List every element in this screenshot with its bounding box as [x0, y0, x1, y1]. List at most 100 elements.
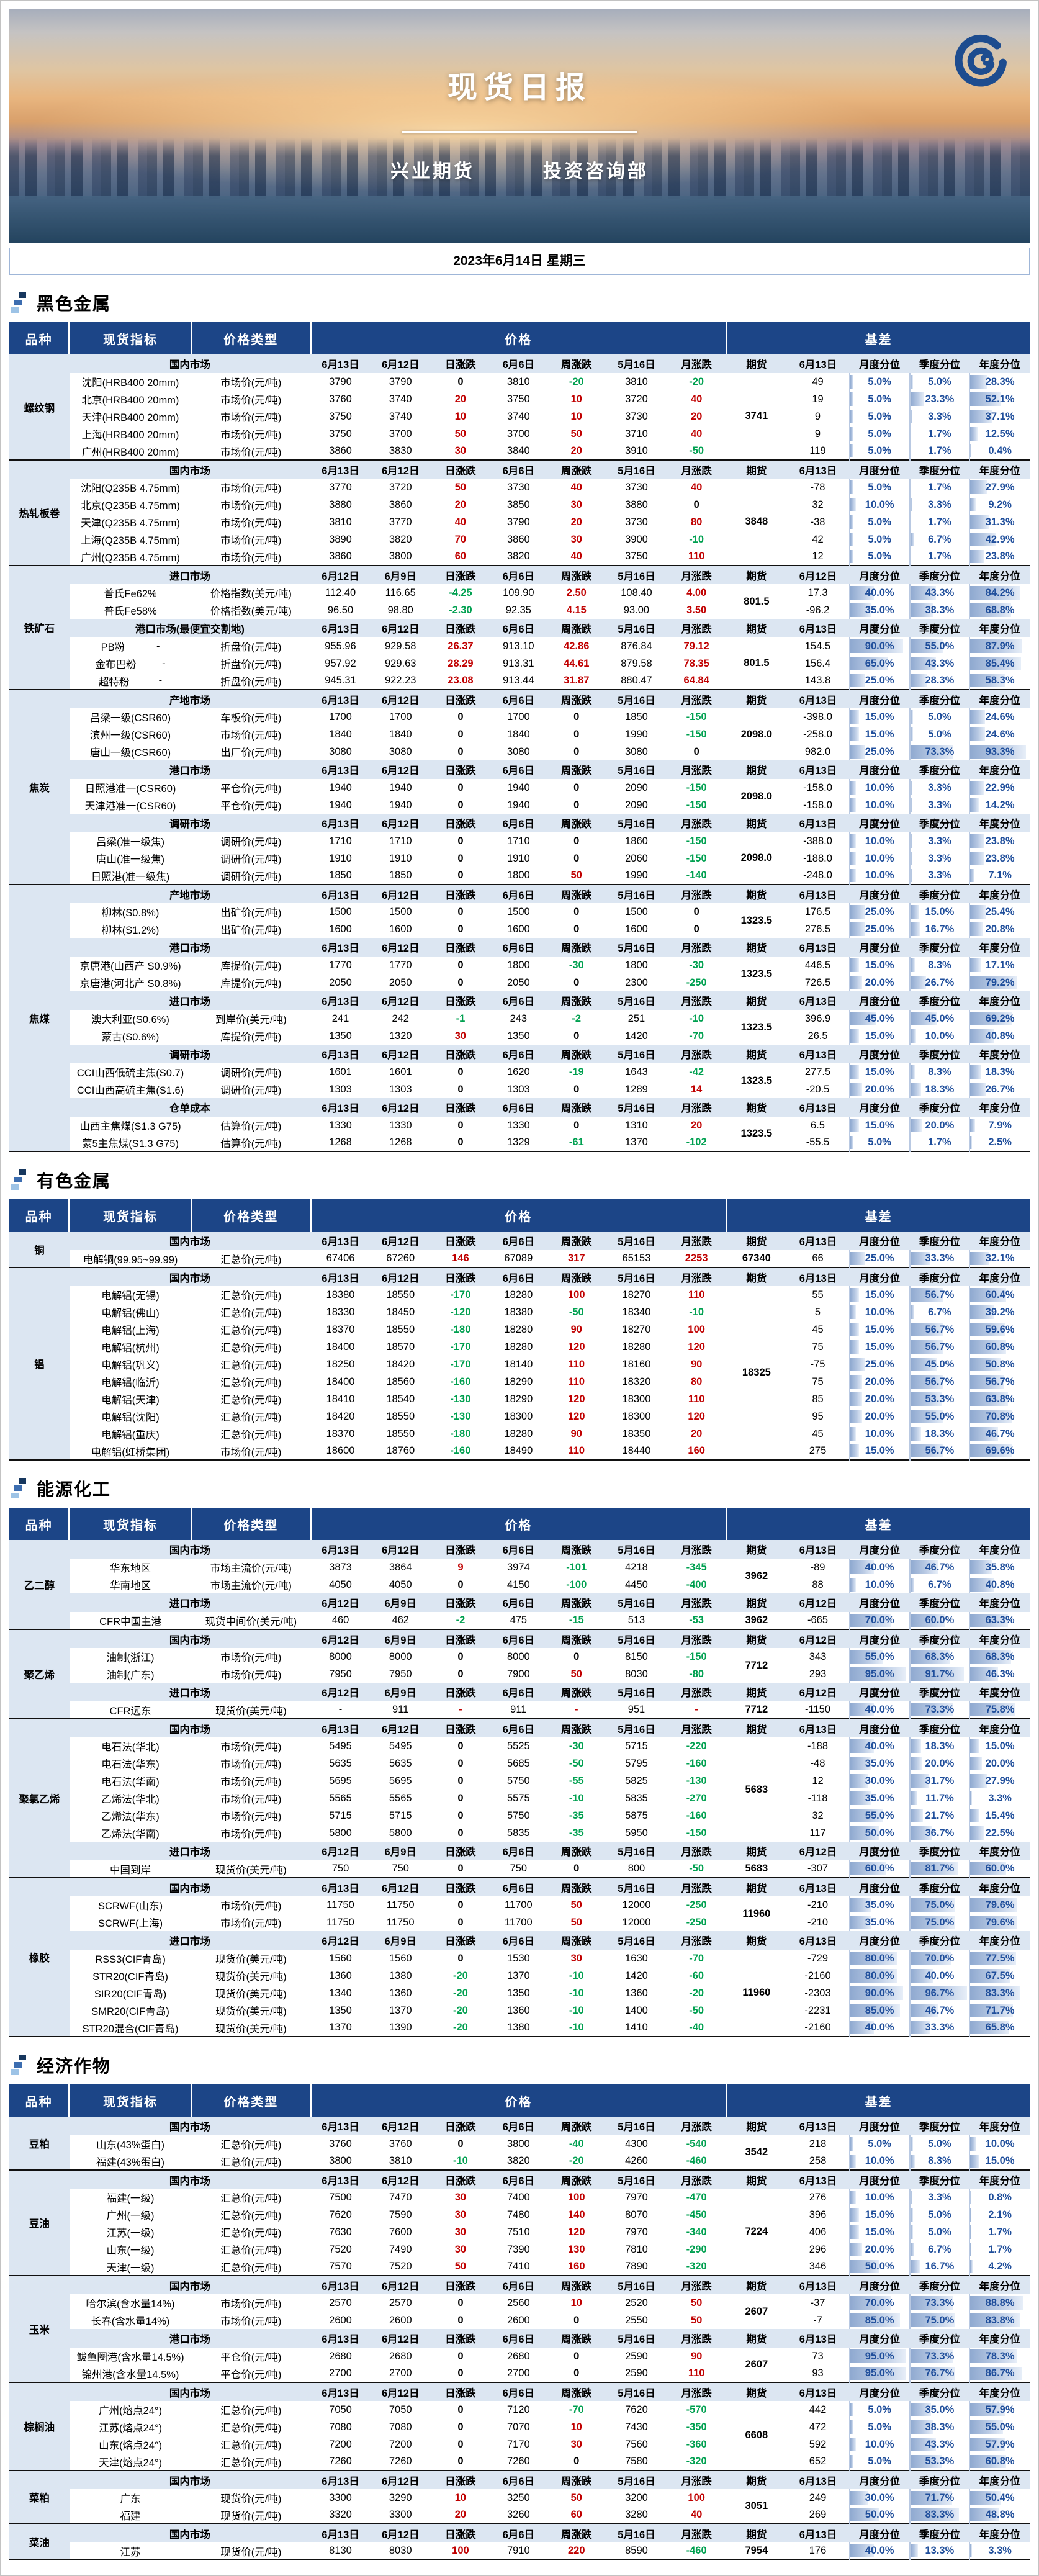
date-header-cell: 6月9日: [371, 1629, 431, 1648]
percentile-bar: [850, 1119, 859, 1132]
market-name-cell: 产地市场: [70, 690, 310, 708]
percentile-value: 90.0%: [865, 641, 894, 652]
indicator-cell: 滨州一级(CSR60): [70, 726, 192, 743]
percentile-bar: [850, 976, 862, 989]
percentile-value: 56.7%: [925, 1289, 954, 1300]
percentile-value: 56.7%: [925, 1376, 954, 1387]
pct-quarter-cell: 55.0%: [910, 637, 970, 655]
date-header-cell: 周涨跌: [546, 2470, 606, 2489]
change-cell: 10: [546, 2294, 606, 2312]
price-type-cell: 市场主流价(元/吨): [191, 1559, 310, 1576]
percentile-value: 5.0%: [868, 445, 891, 456]
price-type-cell: 车板价(元/吨): [191, 708, 310, 726]
change-cell: 0: [431, 1134, 491, 1151]
change-cell: -20: [431, 1984, 491, 2002]
change-cell: 50: [546, 1914, 606, 1931]
price-cell: 1700: [371, 708, 431, 726]
change-cell: -53: [667, 1612, 727, 1629]
indicator-cell: 广州(熔点24°): [70, 2401, 192, 2418]
pct-year-cell: 57.9%: [969, 2436, 1030, 2453]
percentile-value: 40.8%: [986, 1030, 1015, 1042]
group-header-price: 价格: [310, 1508, 726, 1540]
percentile-value: 35.0%: [925, 2404, 954, 2415]
date-header-cell: 6月13日: [310, 938, 371, 957]
price-type-cell: 现货价(美元/吨): [191, 1701, 310, 1719]
pct-quarter-cell: 1.7%: [910, 425, 970, 443]
price-type-cell: 现货价(美元/吨): [191, 1967, 310, 1984]
pct-month-cell: 90.0%: [850, 637, 910, 655]
pct-quarter-cell: 1.7%: [910, 479, 970, 496]
price-cell: 1350: [490, 1027, 546, 1045]
price-type-cell: 市场价(元/吨): [191, 390, 310, 408]
percentile-bar: [970, 1739, 979, 1753]
price-cell: 1910: [490, 850, 546, 867]
change-cell: -160: [431, 1443, 491, 1460]
percentile-value: 25.0%: [865, 675, 894, 686]
change-cell: -570: [667, 2401, 727, 2418]
indicator-cell: 电解铝(天津): [70, 1390, 192, 1408]
variety-cell: 豆粕: [9, 2117, 70, 2170]
pct-month-cell: 5.0%: [850, 2401, 910, 2418]
price-cell: 880.47: [606, 672, 667, 690]
price-cell: 1420: [606, 1027, 667, 1045]
date-header-cell: 6月6日: [490, 1593, 546, 1612]
change-cell: 79.12: [667, 637, 727, 655]
change-cell: -70: [667, 1950, 727, 1967]
date-header-cell: 6月6日: [490, 1842, 546, 1860]
percentile-bar: [850, 515, 853, 529]
change-cell: 0: [546, 1648, 606, 1665]
basis-value-cell: 26.5: [786, 1027, 850, 1045]
date-header-cell: 日涨跌: [431, 1629, 491, 1648]
basis-value-cell: 143.8: [786, 672, 850, 690]
date-header-cell: 周涨跌: [546, 1268, 606, 1286]
pct-quarter-cell: 3.3%: [910, 867, 970, 885]
price-cell: 7410: [490, 2258, 546, 2276]
pct-year-cell: 7.1%: [969, 867, 1030, 885]
price-cell: 1370: [371, 2002, 431, 2019]
indicator-cell: 广州(Q235B 4.75mm): [70, 548, 192, 565]
pct-month-cell: 45.0%: [850, 1010, 910, 1027]
pct-month-cell: 90.0%: [850, 1984, 910, 2002]
price-cell: 18270: [606, 1286, 667, 1304]
basis-value-cell: -258.0: [786, 726, 850, 743]
price-cell: 475: [490, 1612, 546, 1629]
change-cell: -30: [546, 1737, 606, 1755]
pct-year-cell: 77.5%: [969, 1950, 1030, 1967]
pct-year-cell: 20.0%: [969, 1755, 1030, 1772]
change-cell: 14: [667, 1081, 727, 1098]
price-cell: 18370: [310, 1321, 371, 1338]
price-type-cell: 市场价(元/吨): [191, 1755, 310, 1772]
indicator-cell: 长春(含水量14%): [70, 2312, 192, 2329]
change-cell: -10: [546, 2002, 606, 2019]
pct-quarter-cell: 8.3%: [910, 2153, 970, 2170]
indicator-cell: 福建(43%蛋白): [70, 2153, 192, 2170]
price-cell: 7520: [371, 2258, 431, 2276]
price-cell: 945.31: [310, 672, 371, 690]
indicator-cell: SMR20(CIF青岛): [70, 2002, 192, 2019]
pct-quarter-cell: 18.3%: [910, 1425, 970, 1443]
indicator-cell: 电石法(华南): [70, 1772, 192, 1790]
price-cell: 116.65: [371, 584, 431, 601]
date-header-cell: 日涨跌: [431, 1683, 491, 1701]
date-header-cell: 6月12日: [371, 2276, 431, 2294]
indicator-cell: 天津(HRB400 20mm): [70, 408, 192, 425]
futures-price-cell: 1323.5: [727, 1010, 787, 1045]
percentile-value: 5.0%: [868, 428, 891, 439]
group-header-price: 价格: [310, 2084, 726, 2117]
percentile-value: 15.0%: [986, 1741, 1015, 1752]
date-header-cell: 周涨跌: [546, 938, 606, 957]
basis-value-cell: 45: [786, 1425, 850, 1443]
price-type-cell: 汇总价(元/吨): [191, 1304, 310, 1321]
percentile-value: 60.0%: [986, 1863, 1015, 1874]
date-header-cell: 周涨跌: [546, 1842, 606, 1860]
date-header-cell: 6月12日: [371, 1045, 431, 1063]
futures-price-cell: 5683: [727, 1860, 787, 1878]
price-cell: 7890: [606, 2258, 667, 2276]
percentile-value: 40.0%: [865, 1704, 894, 1715]
price-type-cell: 现货价(元/吨): [191, 2489, 310, 2506]
indicator-cell: 日照港(准一级焦): [70, 867, 192, 885]
percentile-value: 63.8%: [986, 1394, 1015, 1405]
